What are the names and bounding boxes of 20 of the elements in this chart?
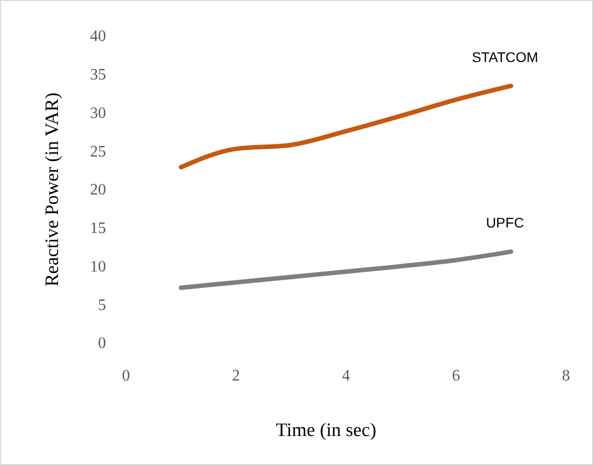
y-tick-label: 30: [90, 104, 106, 122]
x-tick-label: 6: [452, 367, 460, 384]
line-series: [178, 84, 514, 170]
y-axis-title: Reactive Power (in VAR): [42, 92, 63, 287]
y-tick-label: 25: [90, 143, 106, 160]
y-tick-label: 15: [90, 220, 106, 237]
text: STATCOM: [472, 48, 538, 65]
x-tick-label: 4: [342, 367, 350, 384]
y-tick-label: 35: [90, 66, 106, 84]
y-tick-label: 0: [98, 335, 106, 352]
x-tick-label: 0: [122, 367, 130, 384]
x-tick-label: 2: [232, 367, 240, 384]
x-axis-title: Time (in sec): [276, 420, 376, 441]
y-tick-label: 20: [90, 182, 106, 199]
y-tick-label: 5: [98, 296, 106, 314]
y-tick-label: 10: [90, 258, 106, 276]
y-tick-label: 40: [90, 28, 106, 46]
series-label: UPFC: [486, 214, 524, 231]
line-series: [178, 249, 514, 290]
x-tick-label: 8: [562, 367, 570, 384]
